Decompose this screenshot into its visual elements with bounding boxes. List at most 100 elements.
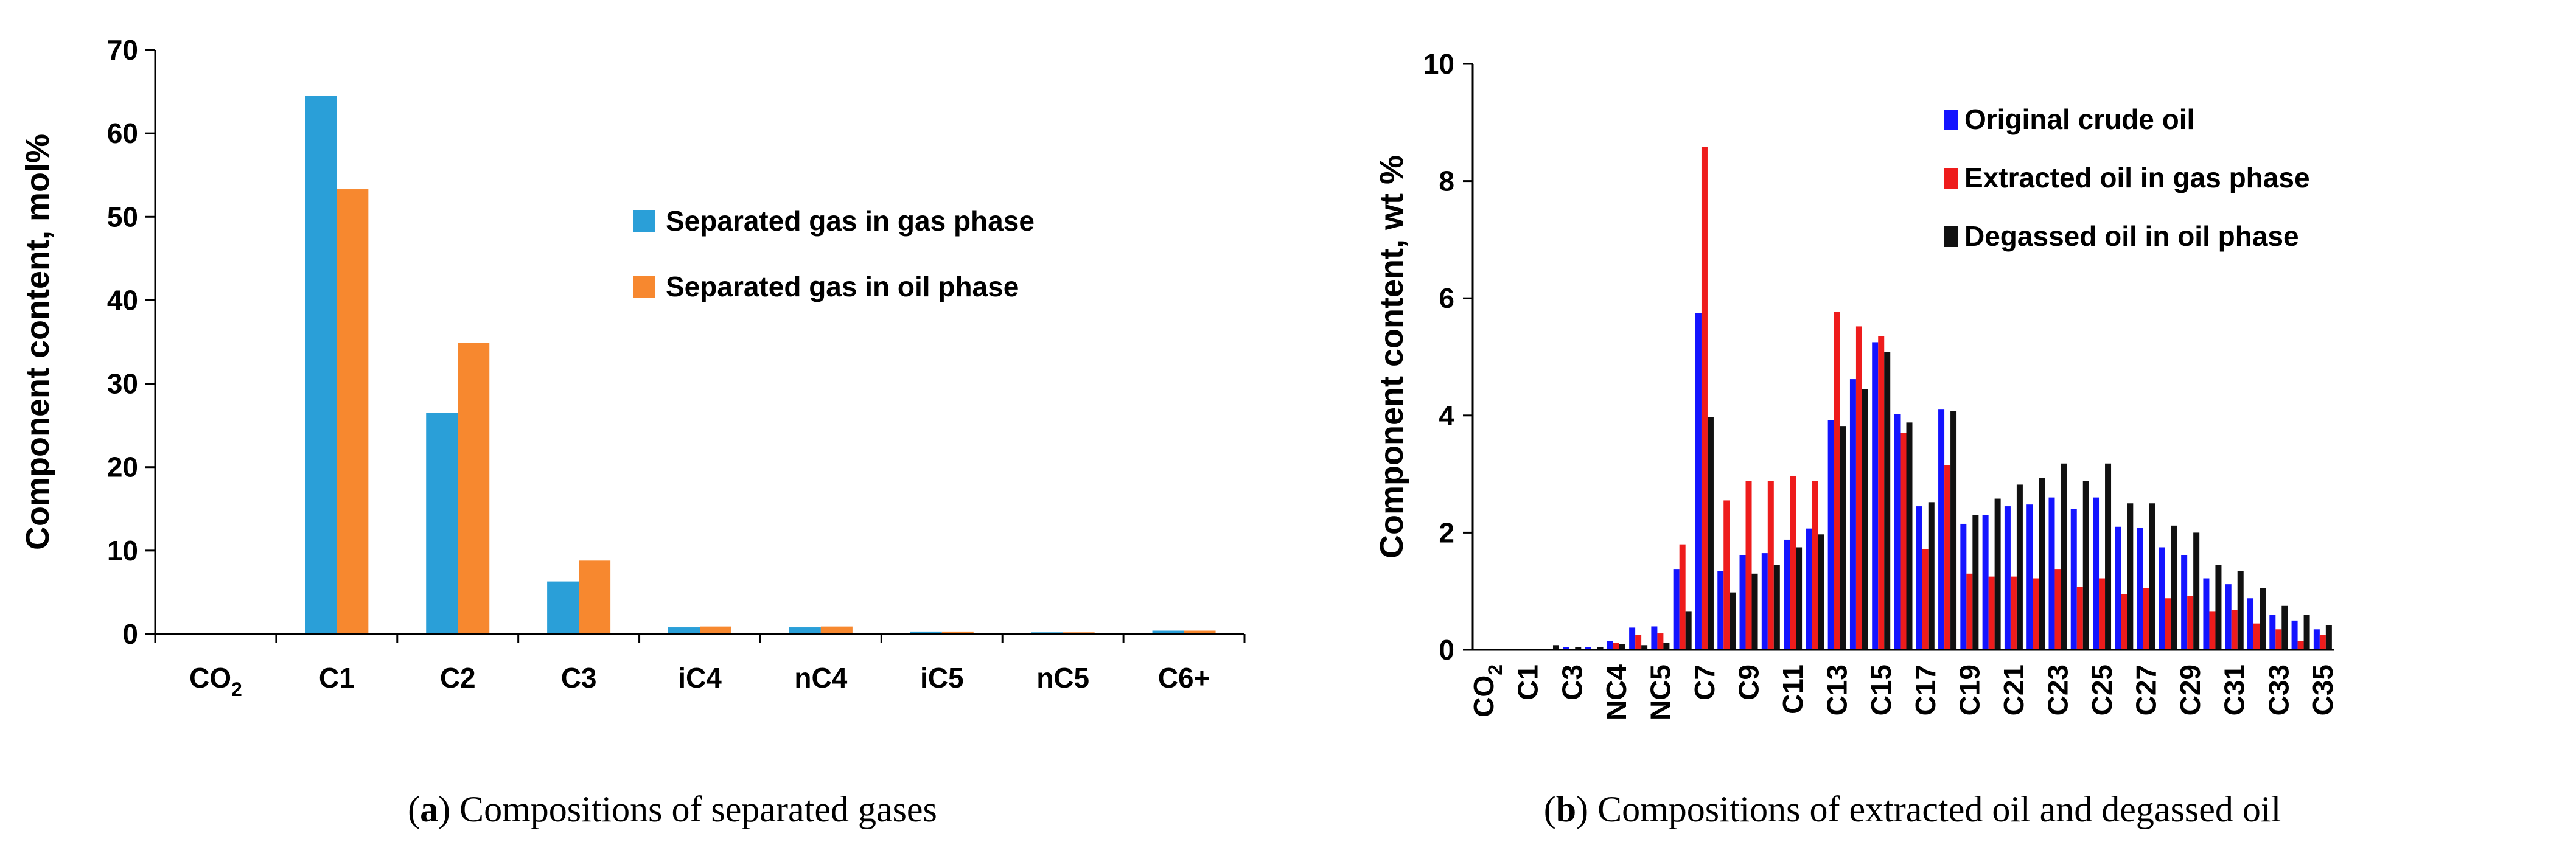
bar-2-31 bbox=[2171, 525, 2177, 650]
legend-swatch-0 bbox=[1944, 110, 1958, 130]
bar-1-9 bbox=[1679, 544, 1686, 650]
x-tick-label: C1 bbox=[1512, 664, 1544, 700]
bar-0-21 bbox=[1938, 409, 1945, 650]
x-tick-label: iC4 bbox=[678, 662, 722, 694]
y-tick-label: 50 bbox=[107, 201, 138, 232]
tick-label-base: C3 bbox=[561, 662, 597, 694]
tick-label-base: C1 bbox=[319, 662, 355, 694]
bar-2-22 bbox=[1972, 515, 1979, 650]
x-tick-label: C19 bbox=[1953, 664, 1985, 716]
bar-0-8 bbox=[1152, 630, 1184, 634]
bar-0-8 bbox=[1651, 626, 1658, 650]
y-axis-title: Component content, mol% bbox=[19, 134, 56, 550]
bar-1-22 bbox=[1966, 573, 1973, 650]
bar-2-33 bbox=[2215, 565, 2222, 650]
tick-label-base: nC5 bbox=[1036, 662, 1089, 694]
caption-text: Compositions of separated gases bbox=[459, 789, 937, 829]
bar-0-26 bbox=[2048, 497, 2055, 650]
bar-0-32 bbox=[2181, 554, 2188, 650]
x-tick-label: C7 bbox=[1689, 664, 1720, 700]
bar-0-23 bbox=[1982, 515, 1989, 650]
bar-1-24 bbox=[2010, 576, 2017, 650]
bar-2-10 bbox=[1707, 417, 1714, 650]
caption-b: (b) Compositions of extracted oil and de… bbox=[1544, 789, 2281, 829]
bar-0-35 bbox=[2247, 598, 2254, 650]
x-tick-label: iC5 bbox=[920, 662, 964, 694]
bar-0-30 bbox=[2137, 528, 2143, 650]
bar-1-33 bbox=[2209, 611, 2216, 650]
bar-1-3 bbox=[579, 560, 611, 634]
legend-label-0: Separated gas in gas phase bbox=[666, 205, 1035, 237]
tick-label-subscript: 2 bbox=[1484, 664, 1506, 675]
tick-label-base: C1 bbox=[1512, 664, 1544, 700]
bar-2-8 bbox=[1663, 643, 1670, 650]
tick-label-base: C27 bbox=[2131, 664, 2162, 716]
y-tick-label: 10 bbox=[107, 535, 138, 566]
bar-0-37 bbox=[2291, 620, 2298, 650]
bar-0-22 bbox=[1960, 523, 1967, 650]
bar-2-14 bbox=[1796, 547, 1803, 650]
bar-1-6 bbox=[941, 631, 974, 634]
bar-1-23 bbox=[1988, 576, 1995, 650]
bar-0-5 bbox=[1585, 647, 1591, 650]
bar-1-7 bbox=[1635, 635, 1642, 650]
y-tick-label: 2 bbox=[1439, 517, 1454, 548]
bar-2-12 bbox=[1751, 573, 1758, 650]
x-tick-label: C23 bbox=[2042, 664, 2073, 716]
tick-label-subscript: 2 bbox=[231, 678, 242, 700]
bar-2-15 bbox=[1818, 534, 1824, 650]
bar-0-29 bbox=[2115, 526, 2121, 650]
caption-a: (a) Compositions of separated gases bbox=[408, 789, 937, 829]
bar-2-23 bbox=[1994, 498, 2001, 650]
bar-1-13 bbox=[1767, 481, 1774, 650]
bar-1-6 bbox=[1613, 643, 1619, 650]
bar-1-31 bbox=[2165, 598, 2171, 650]
x-tick-label: C9 bbox=[1733, 664, 1765, 700]
x-tick-label: NC5 bbox=[1644, 664, 1676, 720]
x-tick-label: C15 bbox=[1865, 664, 1897, 716]
bar-1-25 bbox=[2033, 578, 2039, 650]
tick-label-base: C15 bbox=[1865, 664, 1897, 716]
x-tick-label: C2 bbox=[440, 662, 476, 694]
legend-swatch-0 bbox=[633, 210, 655, 232]
bar-1-34 bbox=[2231, 610, 2238, 650]
bar-0-15 bbox=[1806, 528, 1812, 650]
caption-paren: ) bbox=[1576, 789, 1597, 829]
x-tick-label: NC4 bbox=[1600, 664, 1632, 720]
tick-label-base: C3 bbox=[1556, 664, 1588, 700]
x-tick-label: C6+ bbox=[1158, 662, 1210, 694]
tick-label-base: C17 bbox=[1910, 664, 1941, 716]
bar-1-11 bbox=[1723, 500, 1730, 650]
tick-label-base: NC5 bbox=[1644, 664, 1676, 720]
bar-1-18 bbox=[1878, 336, 1885, 650]
bar-0-3 bbox=[547, 581, 579, 634]
x-tick-label: nC5 bbox=[1036, 662, 1089, 694]
bar-1-27 bbox=[2076, 586, 2083, 650]
y-tick-label: 8 bbox=[1439, 165, 1454, 197]
legend-swatch-2 bbox=[1944, 226, 1958, 247]
bar-0-19 bbox=[1894, 414, 1901, 650]
bar-0-11 bbox=[1717, 570, 1724, 650]
legend-label-1: Extracted oil in gas phase bbox=[1964, 162, 2310, 193]
y-tick-label: 20 bbox=[107, 451, 138, 483]
chart-a-separated-gases: 0 10 20 30 40 50 60 70 CO2 C1 C2 C3 iC4 nC4 iC5 nC5 C6+ C… bbox=[19, 34, 1246, 829]
bar-2-19 bbox=[1906, 422, 1913, 650]
tick-label-base: C7 bbox=[1689, 664, 1720, 700]
bar-2-30 bbox=[2149, 503, 2155, 650]
bar-1-30 bbox=[2143, 588, 2149, 650]
x-tick-label: C31 bbox=[2219, 664, 2250, 716]
bar-2-11 bbox=[1730, 592, 1736, 650]
bar-2-29 bbox=[2127, 503, 2134, 650]
bar-1-26 bbox=[2054, 569, 2061, 650]
bar-0-14 bbox=[1784, 539, 1790, 650]
bar-2-7 bbox=[1641, 645, 1648, 650]
x-tick-label: C3 bbox=[561, 662, 597, 694]
tick-label-base: CO bbox=[1468, 675, 1499, 717]
caption-letter: b bbox=[1556, 789, 1576, 829]
bar-2-13 bbox=[1773, 565, 1780, 650]
bar-1-5 bbox=[820, 626, 853, 634]
bar-1-1 bbox=[337, 189, 369, 634]
tick-label-base: C33 bbox=[2263, 664, 2294, 716]
bar-0-33 bbox=[2203, 578, 2210, 650]
bar-2-17 bbox=[1862, 389, 1868, 650]
